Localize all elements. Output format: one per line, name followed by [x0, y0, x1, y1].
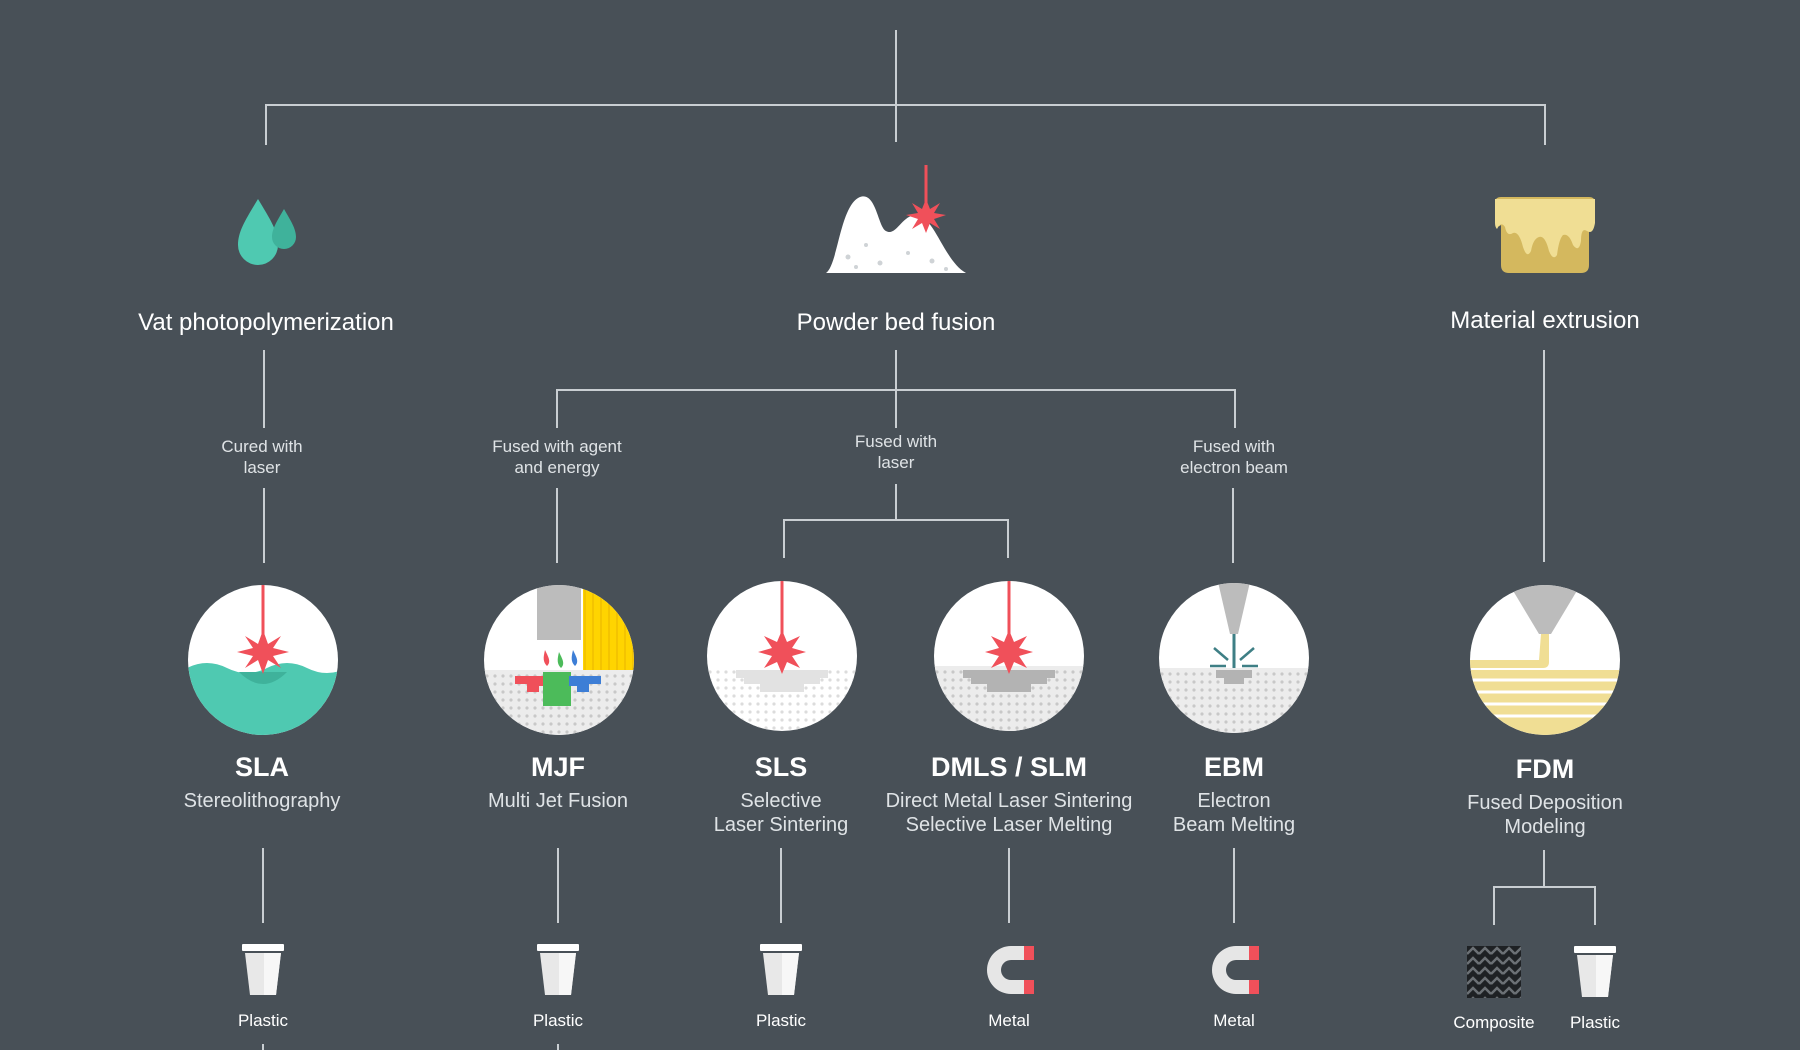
- plastic-cup-icon: [760, 944, 802, 995]
- tech-fullname-line: Laser Sintering: [713, 814, 849, 836]
- process-line: laser: [243, 458, 281, 477]
- tech-fullname-line: Selective: [740, 790, 822, 812]
- material-label-dmls: Metal: [988, 1011, 1030, 1030]
- magnet-icon: [1212, 946, 1259, 994]
- process-cured-with-laser: Cured with laser: [221, 436, 302, 478]
- process-line: electron beam: [1180, 458, 1288, 477]
- material-label-fdm-composite: Composite: [1453, 1013, 1535, 1032]
- material-block-icon: [1495, 197, 1595, 273]
- category-powder-bed-fusion: Powder bed fusion: [796, 309, 996, 336]
- material-label-mjf: Plastic: [532, 1011, 584, 1030]
- magnet-icon: [987, 946, 1034, 994]
- tech-abbr: SLS: [754, 752, 808, 782]
- tech-fullname: Stereolithography: [183, 790, 341, 812]
- material-label-sla: Plastic: [237, 1011, 289, 1030]
- tech-dmls-slm: DMLS / SLM Direct Metal Laser Sintering …: [886, 752, 1133, 837]
- sls-process-icon: [707, 581, 857, 731]
- process-line: Fused with agent: [492, 437, 622, 456]
- tech-abbr: SLA: [235, 752, 289, 782]
- tech-mjf: MJF Multi Jet Fusion: [488, 752, 628, 813]
- tech-abbr: FDM: [1515, 754, 1575, 784]
- ebm-process-icon: [1159, 583, 1309, 733]
- process-line: Fused with: [854, 432, 938, 451]
- water-drops-icon: [238, 199, 296, 265]
- material-label-fdm-plastic: Plastic: [1569, 1013, 1621, 1032]
- process-line: Fused with: [1192, 437, 1276, 456]
- plastic-cup-icon: [242, 944, 284, 995]
- material-label-sls: Plastic: [755, 1011, 807, 1030]
- mjf-process-icon: [484, 585, 634, 735]
- tech-fullname-line: Modeling: [1504, 816, 1586, 838]
- process-fused-with-electron-beam: Fused with electron beam: [1180, 436, 1288, 478]
- tech-fullname-line: Beam Melting: [1172, 814, 1296, 836]
- process-line: laser: [877, 453, 915, 472]
- process-line: and energy: [514, 458, 600, 477]
- sla-process-icon: [188, 585, 338, 735]
- tech-fullname: Multi Jet Fusion: [487, 790, 629, 812]
- tech-fdm: FDM Fused Deposition Modeling: [1467, 754, 1623, 839]
- material-label-ebm: Metal: [1213, 1011, 1255, 1030]
- category-material-extrusion: Material extrusion: [1450, 307, 1640, 334]
- tech-abbr: DMLS / SLM: [931, 752, 1087, 782]
- process-fused-with-agent-and-energy: Fused with agent and energy: [492, 436, 621, 478]
- process-line: Cured with: [221, 437, 303, 456]
- tech-sls: SLS Selective Laser Sintering: [714, 752, 849, 837]
- plastic-cup-icon: [1574, 946, 1616, 997]
- composite-weave-icon: [1467, 946, 1521, 998]
- category-vat-photopolymerization: Vat photopolymerization: [138, 309, 394, 336]
- dmls-slm-process-icon: [934, 581, 1084, 731]
- powder-laser-icon: [826, 165, 966, 273]
- tech-sla: SLA Stereolithography: [184, 752, 341, 813]
- process-fused-with-laser: Fused with laser: [855, 431, 937, 473]
- tech-fullname-line: Fused Deposition: [1467, 792, 1623, 814]
- tech-fullname-line: Direct Metal Laser Sintering: [885, 790, 1133, 812]
- tech-abbr: MJF: [531, 752, 585, 782]
- tech-abbr: EBM: [1204, 752, 1264, 782]
- fdm-process-icon: [1470, 585, 1620, 735]
- tech-ebm: EBM Electron Beam Melting: [1173, 752, 1295, 837]
- plastic-cup-icon: [537, 944, 579, 995]
- tech-fullname-line: Electron: [1197, 790, 1271, 812]
- tech-fullname-line: Selective Laser Melting: [905, 814, 1113, 836]
